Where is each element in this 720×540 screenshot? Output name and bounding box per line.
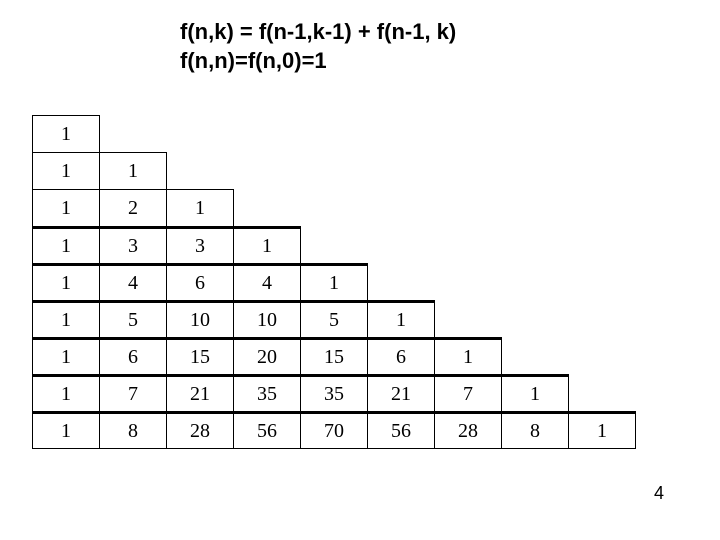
table-row: 11 (32, 152, 635, 189)
triangle-cell: 70 (300, 411, 368, 449)
triangle-cell: 1 (434, 337, 502, 375)
triangle-cell: 21 (166, 374, 234, 412)
triangle-cell: 8 (501, 411, 569, 449)
triangle-cell: 1 (32, 115, 100, 153)
table-row: 1 (32, 115, 635, 152)
triangle-cell: 3 (99, 226, 167, 264)
triangle-cell: 1 (32, 189, 100, 227)
triangle-cell: 1 (99, 152, 167, 190)
triangle-cell: 15 (166, 337, 234, 375)
triangle-cell: 7 (434, 374, 502, 412)
triangle-cell: 15 (300, 337, 368, 375)
table-row: 1331 (32, 226, 635, 263)
triangle-cell: 10 (166, 300, 234, 338)
triangle-cell: 1 (166, 189, 234, 227)
table-row: 172135352171 (32, 374, 635, 411)
triangle-cell: 1 (300, 263, 368, 301)
table-row: 15101051 (32, 300, 635, 337)
triangle-cell: 1 (32, 374, 100, 412)
formula-line-1: f(n,k) = f(n-1,k-1) + f(n-1, k) (180, 18, 456, 47)
triangle-cell: 5 (300, 300, 368, 338)
triangle-cell: 1 (32, 337, 100, 375)
triangle-cell: 56 (367, 411, 435, 449)
triangle-cell: 10 (233, 300, 301, 338)
table-row: 1615201561 (32, 337, 635, 374)
triangle-cell: 56 (233, 411, 301, 449)
triangle-cell: 1 (32, 263, 100, 301)
table-row: 18285670562881 (32, 411, 635, 448)
triangle-cell: 2 (99, 189, 167, 227)
triangle-cell: 1 (32, 226, 100, 264)
formula-line-2: f(n,n)=f(n,0)=1 (180, 47, 456, 76)
triangle-cell: 4 (233, 263, 301, 301)
table-row: 121 (32, 189, 635, 226)
triangle-cell: 4 (99, 263, 167, 301)
recurrence-formula: f(n,k) = f(n-1,k-1) + f(n-1, k) f(n,n)=f… (180, 18, 456, 75)
triangle-cell: 28 (166, 411, 234, 449)
triangle-cell: 1 (568, 411, 636, 449)
triangle-cell: 35 (300, 374, 368, 412)
triangle-cell: 6 (166, 263, 234, 301)
triangle-cell: 20 (233, 337, 301, 375)
triangle-cell: 8 (99, 411, 167, 449)
triangle-cell: 1 (32, 152, 100, 190)
table-row: 14641 (32, 263, 635, 300)
triangle-cell: 3 (166, 226, 234, 264)
pascal-triangle: 1111211331146411510105116152015611721353… (32, 115, 635, 448)
triangle-cell: 6 (367, 337, 435, 375)
triangle-cell: 5 (99, 300, 167, 338)
triangle-cell: 1 (233, 226, 301, 264)
triangle-cell: 28 (434, 411, 502, 449)
triangle-cell: 1 (367, 300, 435, 338)
page-number: 4 (654, 483, 664, 504)
triangle-cell: 1 (32, 300, 100, 338)
triangle-cell: 1 (32, 411, 100, 449)
triangle-cell: 1 (501, 374, 569, 412)
triangle-cell: 6 (99, 337, 167, 375)
triangle-cell: 35 (233, 374, 301, 412)
triangle-cell: 21 (367, 374, 435, 412)
triangle-cell: 7 (99, 374, 167, 412)
